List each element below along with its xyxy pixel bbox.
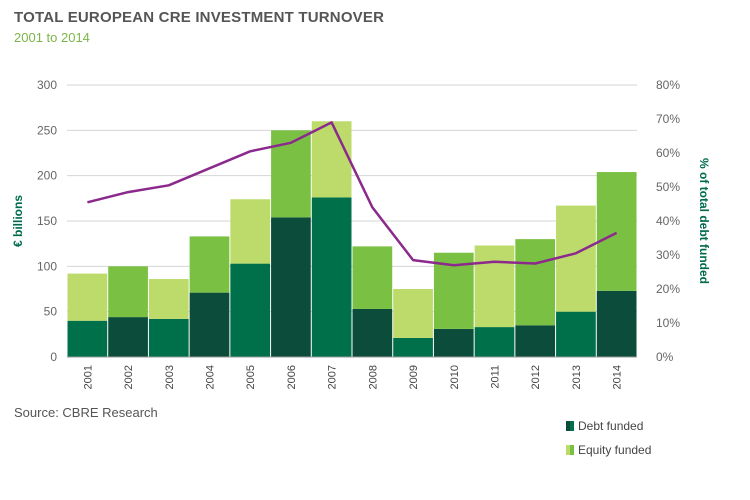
series-line-debt-percent: [87, 121, 618, 267]
bar-equity-2004: [189, 236, 230, 293]
y-tick-label: 100: [37, 259, 57, 273]
bar-debt-2001: [67, 320, 108, 357]
x-tick-label: 2006: [286, 365, 298, 389]
bar-debt-2012: [515, 325, 556, 357]
bar-debt-2009: [393, 337, 433, 357]
bar-debt-2006: [271, 217, 311, 357]
y-axis-title: € billions: [11, 195, 25, 247]
y2-tick-label: 30%: [656, 248, 680, 262]
bar-equity-2008: [352, 246, 393, 309]
y-tick-label: 150: [37, 214, 57, 228]
bar-debt-2007: [311, 197, 352, 357]
y-tick-label: 0: [50, 350, 57, 364]
x-tick-label: 2003: [164, 365, 176, 389]
y2-tick-label: 10%: [656, 316, 680, 330]
y-tick-label: 50: [44, 305, 58, 319]
legend-item-equity: Equity funded: [566, 443, 651, 457]
bar-equity-2013: [556, 205, 596, 312]
y-tick-label: 200: [37, 169, 57, 183]
bar-equity-2001: [67, 273, 108, 321]
bar-equity-2014: [596, 172, 637, 291]
bar-debt-2014: [596, 290, 637, 357]
bar-debt-2002: [108, 317, 148, 357]
y2-tick-label: 0%: [656, 350, 674, 364]
x-tick-label: 2010: [449, 365, 461, 389]
x-tick-label: 2009: [408, 365, 420, 389]
x-tick-label: 2013: [571, 365, 583, 389]
bar-equity-2003: [148, 279, 189, 319]
legend-label-equity: Equity funded: [578, 443, 652, 457]
chart-subtitle: 2001 to 2014: [14, 30, 90, 45]
y2-axis-title: % of total debt funded: [697, 158, 711, 284]
y-tick-label: 300: [37, 78, 57, 92]
x-tick-label: 2014: [612, 365, 624, 389]
x-tick-label: 2004: [205, 365, 217, 389]
y-tick-label: 250: [37, 123, 57, 137]
y2-tick-label: 50%: [656, 180, 680, 194]
bar-debt-2013: [556, 311, 596, 357]
bar-debt-2010: [433, 328, 474, 357]
bar-debt-2004: [189, 292, 230, 357]
bar-debt-2003: [148, 318, 189, 357]
bar-equity-2005: [230, 199, 271, 264]
legend-swatch-debt: [566, 421, 574, 431]
x-tick-label: 2002: [123, 365, 135, 389]
bar-equity-2012: [515, 239, 556, 326]
bar-equity-2011: [474, 245, 515, 328]
legend-swatch-equity: [566, 445, 574, 455]
x-tick-label: 2007: [327, 365, 339, 389]
y2-tick-label: 70%: [656, 112, 680, 126]
y2-tick-label: 20%: [656, 282, 680, 296]
legend-label-debt: Debt funded: [578, 419, 644, 433]
bar-debt-2008: [352, 308, 393, 357]
x-tick-label: 2005: [245, 365, 257, 389]
bar-equity-2007: [311, 121, 352, 198]
y2-tick-label: 40%: [656, 214, 680, 228]
bar-equity-2002: [108, 266, 148, 318]
x-tick-label: 2001: [82, 365, 94, 389]
y2-tick-label: 80%: [656, 78, 680, 92]
source-note: Source: CBRE Research: [14, 405, 158, 420]
y2-tick-label: 60%: [656, 146, 680, 160]
bar-debt-2005: [230, 263, 271, 357]
bar-debt-2011: [474, 327, 515, 357]
x-tick-label: 2008: [367, 365, 379, 389]
chart-title: TOTAL EUROPEAN CRE INVESTMENT TURNOVER: [14, 9, 385, 26]
x-tick-label: 2012: [530, 365, 542, 389]
bar-equity-2009: [393, 289, 433, 338]
x-tick-label: 2011: [490, 365, 502, 389]
legend-item-debt: Debt funded: [566, 419, 643, 433]
